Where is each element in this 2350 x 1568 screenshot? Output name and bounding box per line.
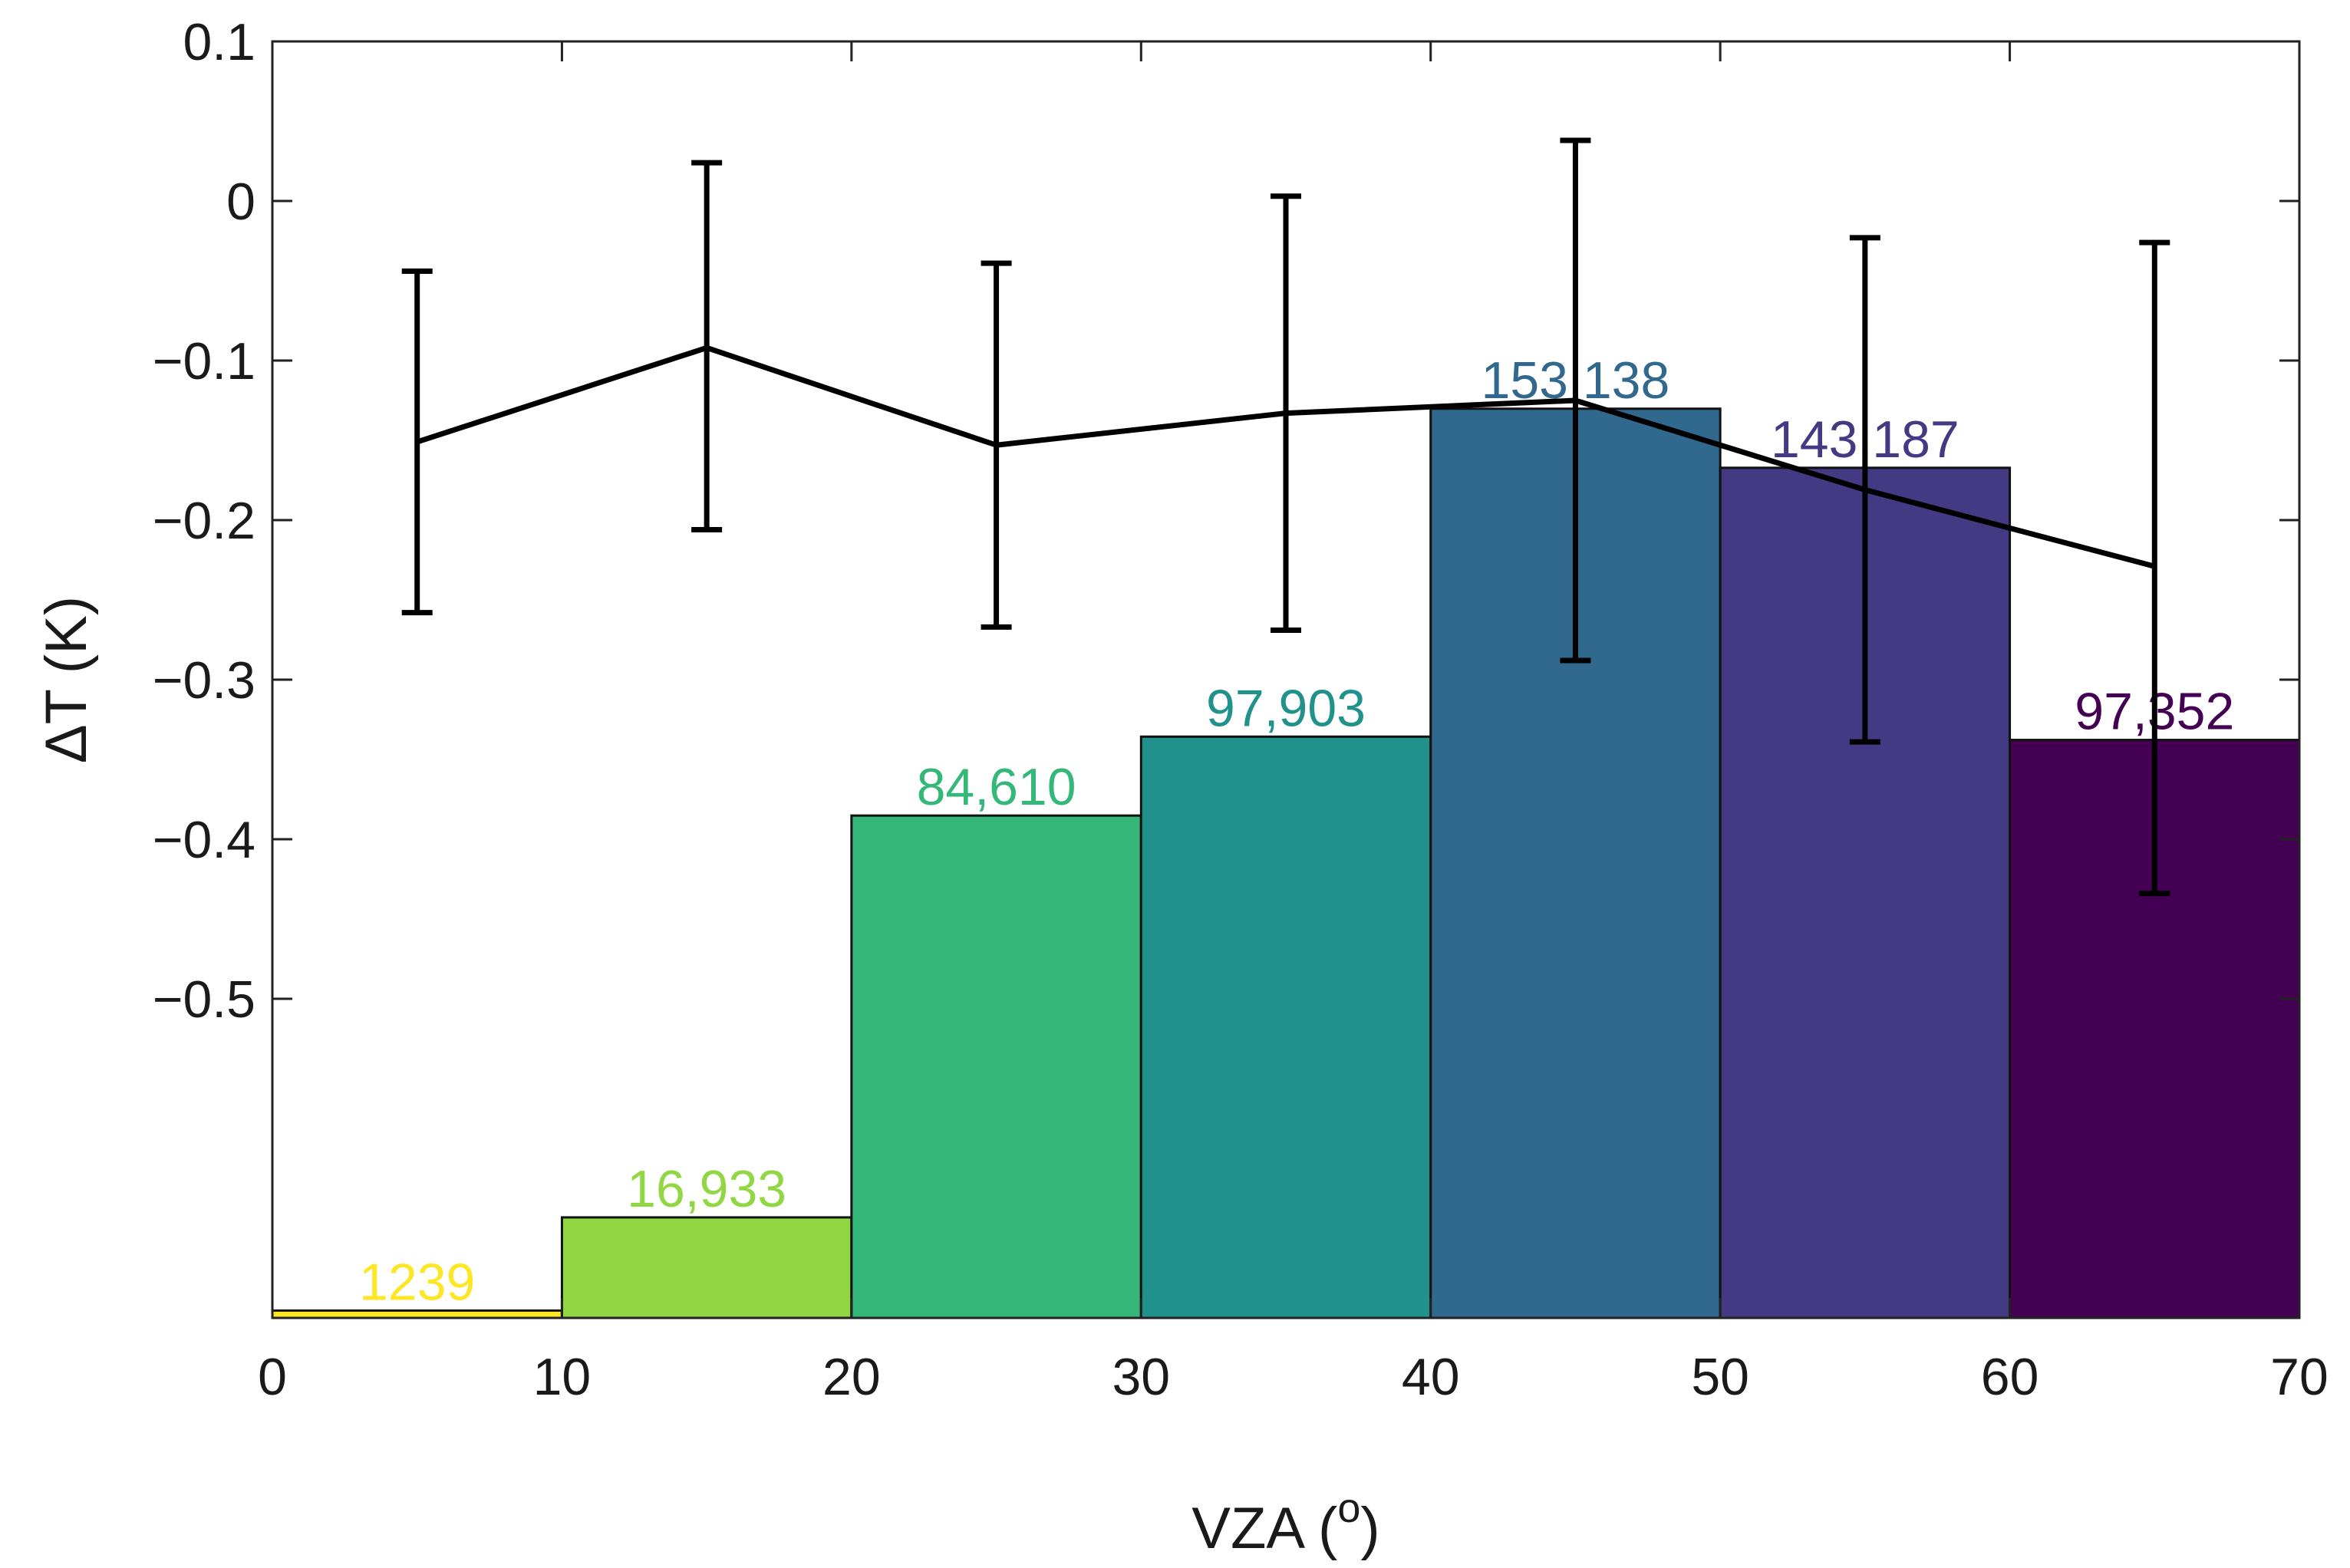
error-bar bbox=[1560, 137, 1591, 664]
y-tick-label: 0.1 bbox=[183, 13, 255, 71]
x-axis-ticks: 0 10 20 30 40 50 60 70 bbox=[258, 41, 2329, 1406]
hist-count-label: 1239 bbox=[359, 1253, 475, 1311]
y-tick-label: −0.2 bbox=[153, 492, 255, 550]
x-tick-label: 60 bbox=[1981, 1348, 2039, 1406]
x-tick-label: 20 bbox=[822, 1348, 881, 1406]
error-bar bbox=[1849, 235, 1880, 745]
y-tick-label: −0.5 bbox=[153, 970, 255, 1029]
error-bar bbox=[981, 260, 1012, 630]
error-bar bbox=[691, 160, 723, 532]
x-tick-label: 70 bbox=[2270, 1348, 2329, 1406]
hist-count-label: 84,610 bbox=[917, 758, 1076, 816]
hist-bar bbox=[850, 814, 1142, 1319]
x-tick-label: 10 bbox=[533, 1348, 592, 1406]
y-tick-label: −0.4 bbox=[153, 811, 255, 869]
x-axis-label-end: ) bbox=[1360, 1496, 1379, 1561]
x-tick-label: 50 bbox=[1691, 1348, 1749, 1406]
hist-count-label: 97,903 bbox=[1206, 679, 1366, 737]
hist-bar bbox=[1139, 735, 1432, 1319]
hist-bar bbox=[560, 1216, 853, 1319]
x-axis-label-main: VZA ( bbox=[1191, 1496, 1337, 1561]
x-axis-label: VZA (o) bbox=[1191, 1485, 1379, 1561]
y-tick-label: 0 bbox=[226, 173, 255, 231]
y-axis-label: ΔT (K) bbox=[34, 596, 99, 763]
x-axis-label-superscript: o bbox=[1337, 1485, 1360, 1531]
x-tick-label: 0 bbox=[258, 1348, 287, 1406]
x-tick-label: 30 bbox=[1112, 1348, 1170, 1406]
error-bars bbox=[401, 137, 2170, 897]
y-tick-label: −0.3 bbox=[153, 651, 255, 710]
y-axis-ticks: 0.1 0 −0.1 −0.2 −0.3 −0.4 −0.5 bbox=[153, 13, 2299, 1029]
error-bar bbox=[2139, 239, 2170, 897]
error-bar bbox=[401, 268, 433, 616]
hist-count-label: 16,933 bbox=[627, 1160, 786, 1218]
y-tick-label: −0.1 bbox=[153, 332, 255, 390]
x-tick-label: 40 bbox=[1402, 1348, 1460, 1406]
error-bar bbox=[1271, 193, 1301, 634]
